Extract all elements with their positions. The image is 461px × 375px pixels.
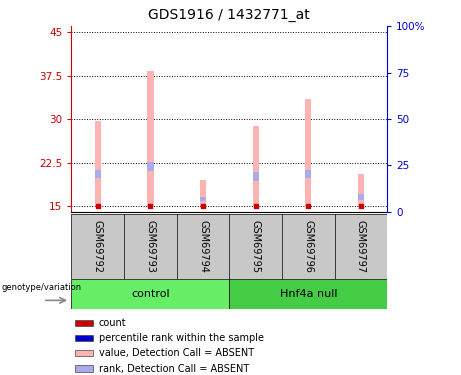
Bar (253, 126, 259, 206)
Bar (71, 279, 230, 309)
Bar (229, 279, 387, 309)
Bar (358, 194, 364, 200)
Bar (75, 365, 93, 372)
Text: GSM69794: GSM69794 (198, 220, 208, 273)
Text: GSM69793: GSM69793 (145, 220, 155, 273)
Text: rank, Detection Call = ABSENT: rank, Detection Call = ABSENT (99, 364, 249, 374)
Title: GDS1916 / 1432771_at: GDS1916 / 1432771_at (148, 9, 310, 22)
Text: percentile rank within the sample: percentile rank within the sample (99, 333, 264, 343)
Text: Hnf4a null: Hnf4a null (279, 290, 337, 299)
Bar (75, 350, 93, 356)
Bar (75, 335, 93, 341)
Bar (75, 320, 93, 326)
Bar (147, 72, 154, 206)
Bar (200, 180, 206, 206)
Text: GSM69797: GSM69797 (356, 220, 366, 273)
Bar (95, 170, 101, 178)
Bar (358, 174, 364, 206)
Bar (95, 121, 101, 206)
Text: GSM69795: GSM69795 (251, 220, 260, 273)
Text: value, Detection Call = ABSENT: value, Detection Call = ABSENT (99, 348, 254, 358)
Bar (305, 99, 312, 206)
Bar (147, 162, 154, 171)
Text: GSM69796: GSM69796 (303, 220, 313, 273)
Text: GSM69792: GSM69792 (93, 220, 103, 273)
Bar (305, 170, 312, 178)
Text: control: control (131, 290, 170, 299)
Text: count: count (99, 318, 126, 328)
Text: genotype/variation: genotype/variation (1, 283, 82, 292)
Bar (200, 197, 206, 201)
Bar (253, 172, 259, 180)
